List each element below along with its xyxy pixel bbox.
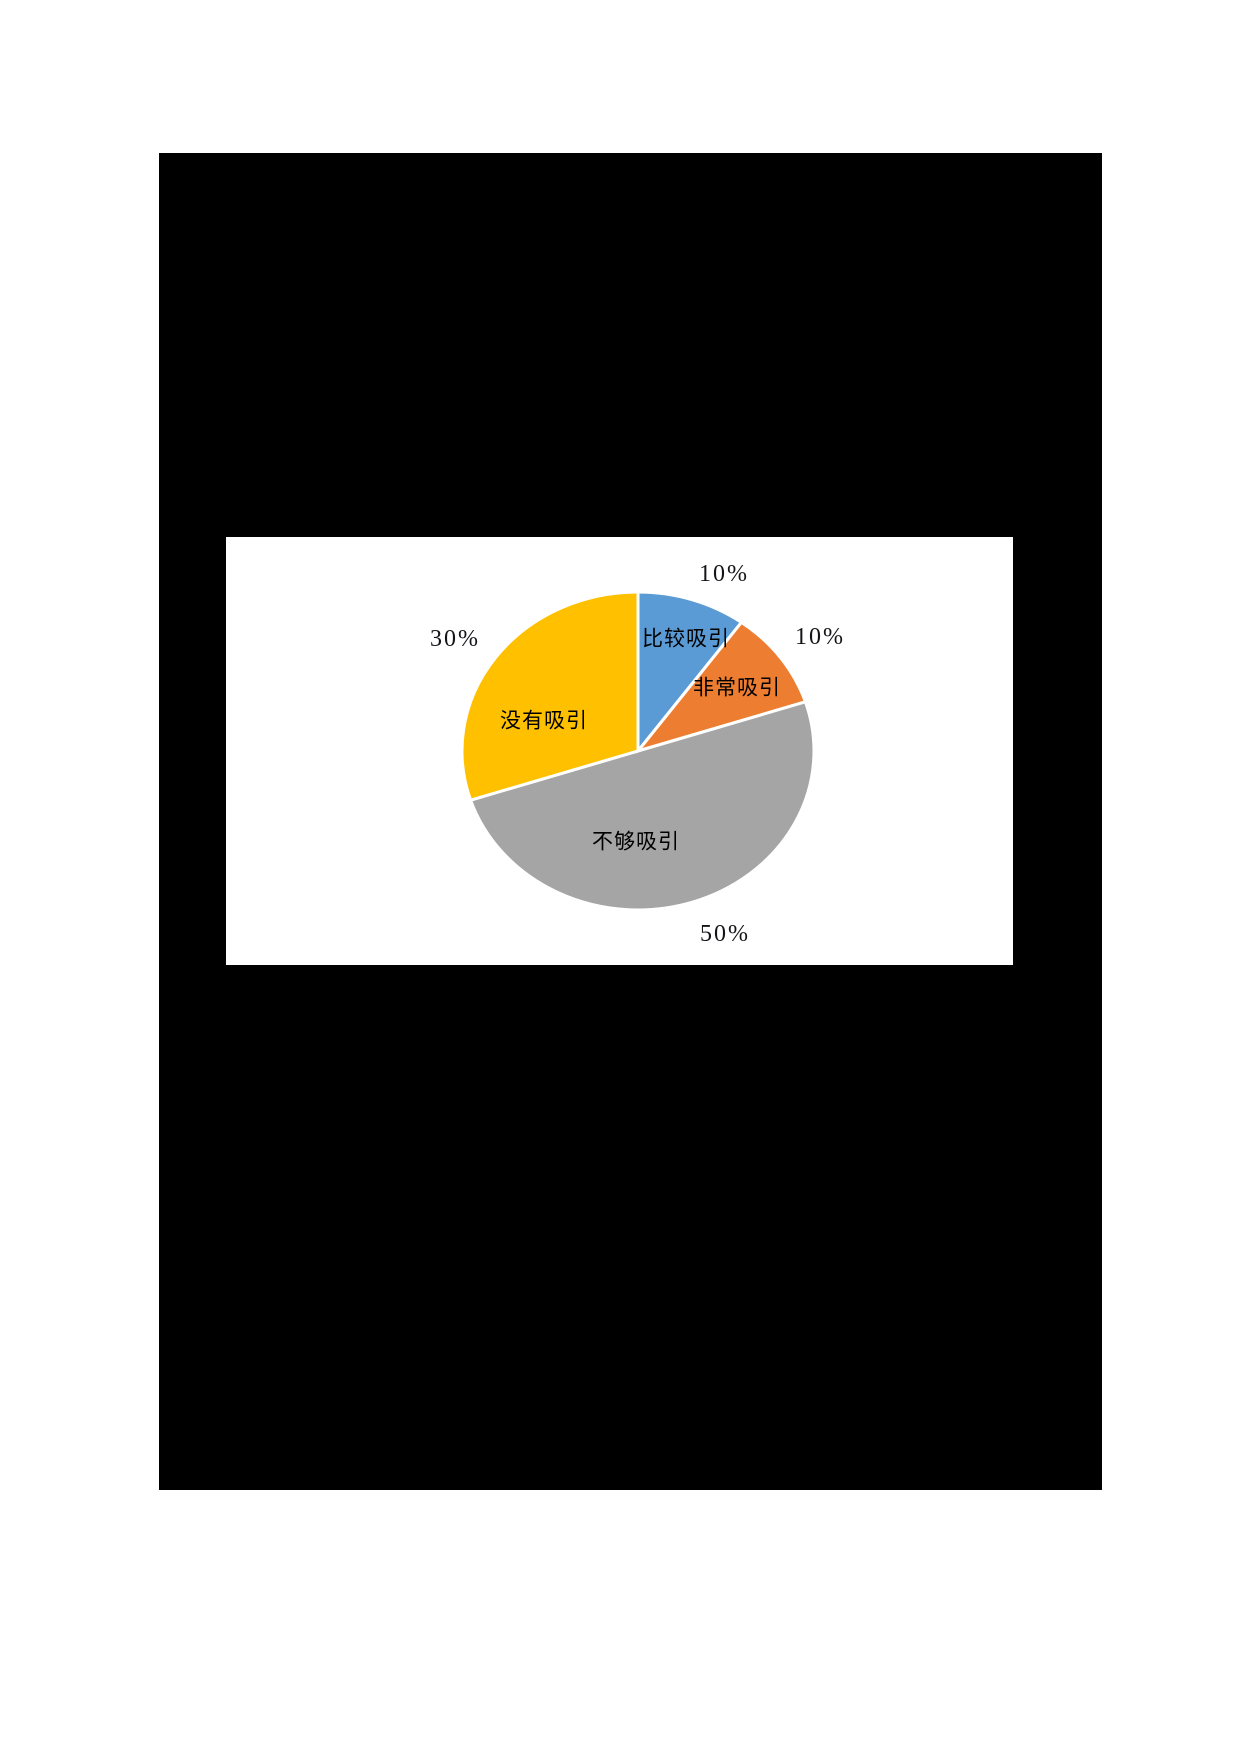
percent-label-not-attractive-enough: 50% — [700, 921, 750, 947]
pie-chart — [460, 590, 816, 912]
pie-chart-panel: 比较吸引 非常吸引 不够吸引 没有吸引 10% 10% 50% 30% — [226, 537, 1013, 965]
percent-label-no-attraction: 30% — [430, 626, 480, 652]
percent-label-very-attractive: 10% — [795, 624, 845, 650]
black-content-block: 比较吸引 非常吸引 不够吸引 没有吸引 10% 10% 50% 30% — [159, 153, 1102, 1490]
pie-slice — [469, 700, 816, 912]
pie-slice — [636, 620, 807, 753]
percent-label-fairly-attractive: 10% — [699, 561, 749, 587]
pie-slice — [636, 590, 743, 753]
slice-label-fairly-attractive: 比较吸引 — [642, 626, 730, 651]
slice-label-not-attractive-enough: 不够吸引 — [592, 829, 680, 854]
slice-label-no-attraction: 没有吸引 — [500, 708, 588, 733]
pie-slice — [460, 590, 640, 802]
slice-label-very-attractive: 非常吸引 — [693, 675, 781, 700]
